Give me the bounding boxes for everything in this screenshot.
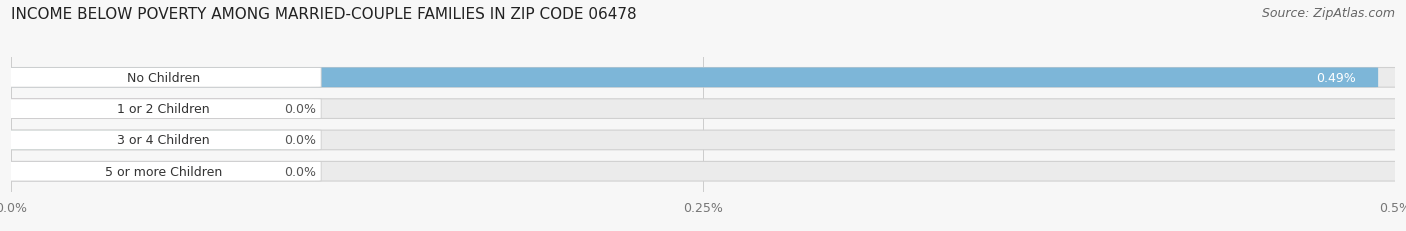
FancyBboxPatch shape <box>0 68 1378 88</box>
FancyBboxPatch shape <box>0 68 321 88</box>
FancyBboxPatch shape <box>0 162 1406 181</box>
Text: Source: ZipAtlas.com: Source: ZipAtlas.com <box>1261 7 1395 20</box>
Text: 0.0%: 0.0% <box>284 103 316 116</box>
FancyBboxPatch shape <box>0 131 281 150</box>
Text: No Children: No Children <box>127 72 200 85</box>
FancyBboxPatch shape <box>0 162 281 181</box>
FancyBboxPatch shape <box>0 131 321 150</box>
FancyBboxPatch shape <box>0 68 1406 88</box>
Text: 5 or more Children: 5 or more Children <box>105 165 222 178</box>
FancyBboxPatch shape <box>0 99 281 119</box>
Text: 0.0%: 0.0% <box>284 165 316 178</box>
FancyBboxPatch shape <box>0 99 321 119</box>
Text: 3 or 4 Children: 3 or 4 Children <box>117 134 209 147</box>
FancyBboxPatch shape <box>0 131 1406 150</box>
Text: 0.49%: 0.49% <box>1316 72 1355 85</box>
Text: INCOME BELOW POVERTY AMONG MARRIED-COUPLE FAMILIES IN ZIP CODE 06478: INCOME BELOW POVERTY AMONG MARRIED-COUPL… <box>11 7 637 22</box>
FancyBboxPatch shape <box>0 162 321 181</box>
Text: 1 or 2 Children: 1 or 2 Children <box>117 103 209 116</box>
FancyBboxPatch shape <box>0 99 1406 119</box>
Text: 0.0%: 0.0% <box>284 134 316 147</box>
